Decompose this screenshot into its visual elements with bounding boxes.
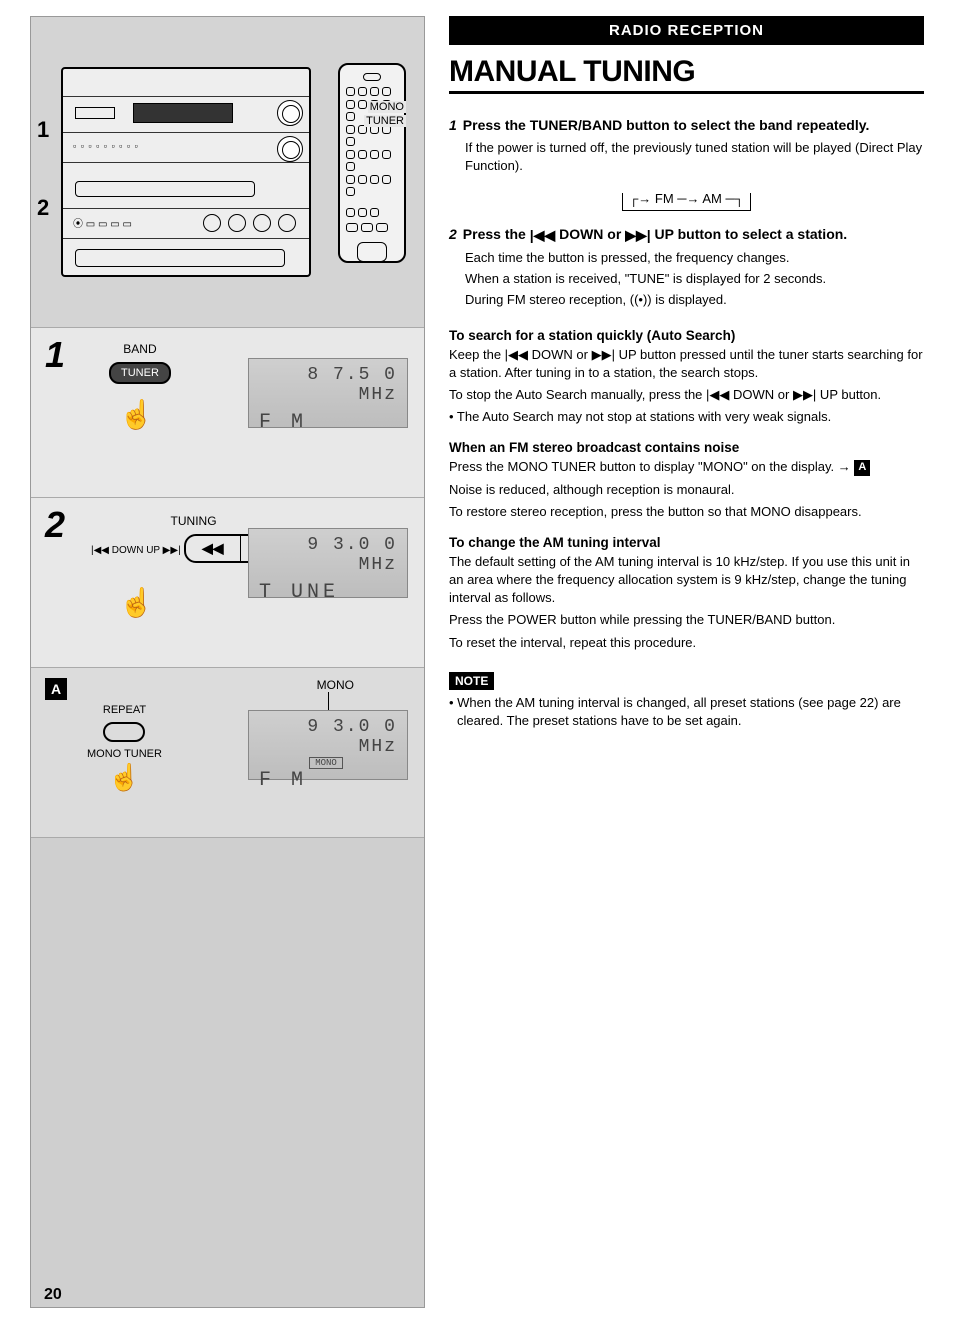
- lcd-display-1: 8 7.5 0 MHz F M: [248, 358, 408, 428]
- repeat-mono-cluster: REPEAT MONO TUNER ☝: [87, 704, 162, 793]
- text-column: RADIO RECEPTION MANUAL TUNING 1 Press th…: [449, 16, 924, 1308]
- band-cycle-diagram: ┌→ FM ─→ AM ─┐: [449, 193, 924, 211]
- stereo-overview-diagram: 1 2 ▫ ▫ ▫ ▫ ▫ ▫ ▫ ▫ ▫: [31, 17, 424, 327]
- step2-number: 2: [45, 504, 65, 546]
- skip-fwd-icon: ▶▶|: [625, 227, 650, 243]
- am-interval-heading: To change the AM tuning interval: [449, 535, 924, 550]
- stereo-unit-outline: ▫ ▫ ▫ ▫ ▫ ▫ ▫ ▫ ▫ ⦿ ▭ ▭ ▭ ▭: [61, 67, 311, 277]
- callout-1: 1: [37, 117, 49, 143]
- step1-band-label: BAND TUNER: [109, 342, 171, 384]
- step-2-heading: Press the |◀◀ DOWN or ▶▶| UP button to s…: [463, 225, 847, 245]
- panel-a-diagram: A REPEAT MONO TUNER ☝ MONO 9 3.0 0 MHz M…: [31, 667, 424, 837]
- step2-diagram: 2 TUNING |◀◀ DOWN UP ▶▶| ◀◀ ▶▶ ☝ 9 3.0 0…: [31, 497, 424, 667]
- hand-pointer-icon: ☝: [87, 762, 162, 793]
- ref-a-box: A: [854, 460, 870, 475]
- remote-outline: MONO TUNER: [338, 63, 406, 263]
- step-2-number: 2: [449, 225, 457, 245]
- step-1-heading: Press the TUNER/BAND button to select th…: [463, 116, 870, 135]
- fm-noise-heading: When an FM stereo broadcast contains noi…: [449, 440, 924, 455]
- step-1-number: 1: [449, 116, 457, 135]
- remote-tuner-label: TUNER: [364, 115, 406, 127]
- page-number: 20: [44, 1286, 62, 1304]
- remote-mono-label: MONO: [368, 101, 406, 113]
- lcd-display-2: 9 3.0 0 MHz T UNE: [248, 528, 408, 598]
- panel-a-tag: A: [45, 678, 67, 700]
- step-2: 2 Press the |◀◀ DOWN or ▶▶| UP button to…: [449, 225, 924, 309]
- repeat-button-graphic: [103, 722, 145, 742]
- hand-pointer-icon: ☝: [119, 586, 154, 619]
- step1-diagram: 1 BAND TUNER ☝ 8 7.5 0 MHz F M: [31, 327, 424, 497]
- auto-search-heading: To search for a station quickly (Auto Se…: [449, 328, 924, 343]
- note-text: • When the AM tuning interval is changed…: [449, 694, 924, 730]
- step1-number: 1: [45, 334, 65, 376]
- note-label: NOTE: [449, 672, 494, 690]
- step-1: 1 Press the TUNER/BAND button to select …: [449, 116, 924, 175]
- lcd-display-a: 9 3.0 0 MHz MONO F M: [248, 710, 408, 780]
- skip-back-icon: |◀◀: [530, 227, 555, 243]
- mono-callout-label: MONO: [317, 678, 354, 692]
- texture-fill: [31, 837, 424, 1307]
- callout-2: 2: [37, 195, 49, 221]
- section-header: RADIO RECEPTION: [449, 16, 924, 45]
- fm-noise-para: Press the MONO TUNER button to display "…: [449, 458, 924, 476]
- illustration-column: 1 2 ▫ ▫ ▫ ▫ ▫ ▫ ▫ ▫ ▫: [30, 16, 425, 1308]
- step-1-text: If the power is turned off, the previous…: [465, 139, 924, 175]
- hand-pointer-icon: ☝: [119, 398, 154, 431]
- tuner-button-graphic: TUNER: [109, 362, 171, 384]
- page-title: MANUAL TUNING: [449, 55, 924, 94]
